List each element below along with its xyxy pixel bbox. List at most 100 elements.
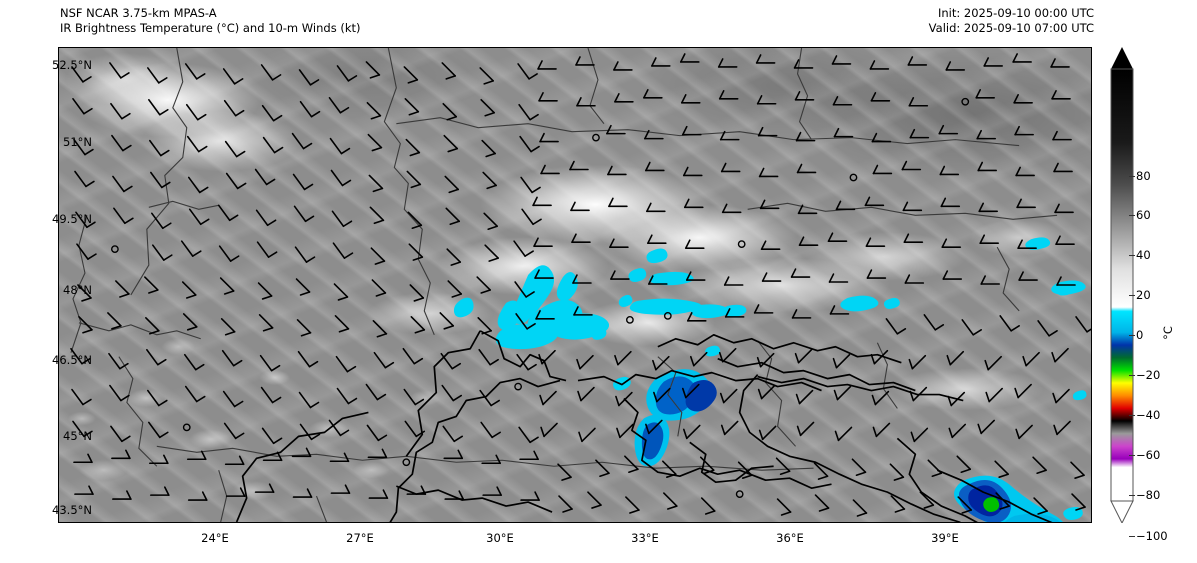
wind-barb [224,140,246,158]
wind-barb [1013,94,1033,104]
wind-barb [813,462,829,480]
wind-barb [115,280,130,298]
wind-barb [516,353,537,371]
wind-barb [219,277,235,295]
wind-barb [254,168,276,186]
wind-barb [110,102,131,120]
wind-barb [901,160,922,171]
wind-barb [919,491,935,509]
field-description: IR Brightness Temperature (°C) and 10-m … [60,21,361,35]
wind-barb [757,126,778,137]
wind-barb [111,134,132,152]
ir-satellite-field [59,48,1091,522]
wind-barb [187,491,208,501]
wind-barb [148,98,169,116]
wind-barb [481,454,501,465]
wind-barb [534,269,554,279]
wind-barb [625,496,640,514]
latitude-tick-label: 43.5°N [52,503,92,517]
wind-barb [447,280,463,298]
wind-barb [404,97,420,116]
wind-barb [442,425,464,443]
wind-barb [685,271,706,281]
wind-barb [797,204,818,215]
latitude-tick-label: 52.5°N [52,58,92,72]
wind-barb [975,89,995,99]
wind-barb [682,424,701,440]
wind-barb [150,486,170,496]
wind-barb [681,125,702,136]
wind-barb [613,61,633,71]
wind-barb [404,420,426,438]
wind-barb [851,458,867,476]
wind-barb [941,238,962,248]
wind-barb [256,241,278,258]
wind-barb [1015,424,1033,440]
wind-barb [827,232,848,242]
wind-barb [365,61,381,79]
wind-barb [908,354,927,370]
wind-barb [408,243,424,261]
wind-barb [150,171,171,189]
wind-barb [367,133,383,152]
wind-barb [477,317,492,335]
wind-barb [409,284,425,302]
wind-barb [760,240,781,250]
wind-barb [775,457,791,476]
wind-barb [183,353,205,371]
wind-barb [372,320,388,338]
longitude-tick-label: 33°E [631,531,659,545]
wind-barb [1018,271,1038,281]
wind-barb [406,485,427,495]
wind-barb [484,244,499,262]
wind-barb [1032,456,1047,475]
wind-barb [776,498,792,516]
wind-barb [578,427,596,443]
wind-barb [257,282,273,300]
wind-barb [540,164,560,175]
wind-barb [757,384,776,400]
wind-barb [610,270,630,280]
wind-barb [983,57,1003,67]
wind-barb [445,207,461,226]
longitude-tick-label: 39°E [931,531,959,545]
wind-barb [329,452,350,463]
wind-barb [518,103,539,121]
wind-barb [573,306,593,316]
wind-barb [517,63,538,80]
country-borders [70,48,1058,522]
wind-barb [110,425,131,443]
wind-barb [643,89,663,99]
map-boundaries-overlay [70,48,1058,522]
wind-barb [258,314,274,332]
wind-barb [336,65,358,82]
wind-barb [651,57,671,67]
wind-barb [328,96,350,114]
wind-barb [181,281,197,299]
wind-barb [624,455,639,474]
wind-barb [328,419,350,437]
wind-barb [720,162,741,173]
wind-barb [945,61,966,71]
wind-barb [1037,320,1058,337]
wind-barb [539,390,557,406]
wind-barb [367,448,388,459]
wind-barb [368,489,389,499]
wind-barb [575,56,595,66]
crimea-cell-cold-tops [613,369,717,467]
wind-barb [403,66,419,84]
wind-barb [149,139,170,157]
wind-barb [537,60,557,70]
wind-barb [407,211,423,230]
wind-barb [885,318,907,335]
wind-barb [907,56,928,66]
wind-barb [441,384,463,402]
wind-barb [720,420,739,436]
wind-barb [291,447,312,458]
wind-barb [908,96,929,107]
wind-barb [653,387,671,403]
wind-barb [291,132,313,150]
wind-barb [977,419,995,435]
calm-wind-symbol [110,245,119,254]
wind-barb [532,196,552,207]
